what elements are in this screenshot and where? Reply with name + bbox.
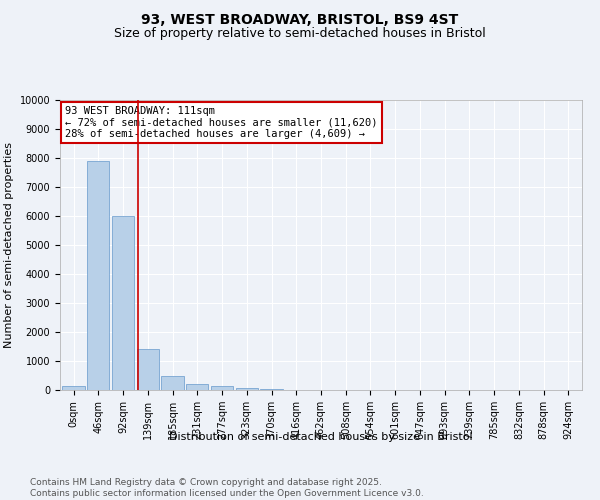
Y-axis label: Number of semi-detached properties: Number of semi-detached properties: [4, 142, 14, 348]
Text: Contains HM Land Registry data © Crown copyright and database right 2025.
Contai: Contains HM Land Registry data © Crown c…: [30, 478, 424, 498]
Bar: [112, 216, 134, 390]
Bar: [236, 388, 258, 390]
Bar: [137, 350, 159, 390]
Bar: [87, 161, 109, 390]
Text: Size of property relative to semi-detached houses in Bristol: Size of property relative to semi-detach…: [114, 28, 486, 40]
Bar: [161, 376, 184, 390]
Text: Distribution of semi-detached houses by size in Bristol: Distribution of semi-detached houses by …: [169, 432, 473, 442]
Bar: [62, 386, 85, 390]
Bar: [211, 386, 233, 390]
Text: 93, WEST BROADWAY, BRISTOL, BS9 4ST: 93, WEST BROADWAY, BRISTOL, BS9 4ST: [142, 12, 458, 26]
Bar: [186, 384, 208, 390]
Bar: [260, 389, 283, 390]
Text: 93 WEST BROADWAY: 111sqm
← 72% of semi-detached houses are smaller (11,620)
28% : 93 WEST BROADWAY: 111sqm ← 72% of semi-d…: [65, 106, 378, 139]
